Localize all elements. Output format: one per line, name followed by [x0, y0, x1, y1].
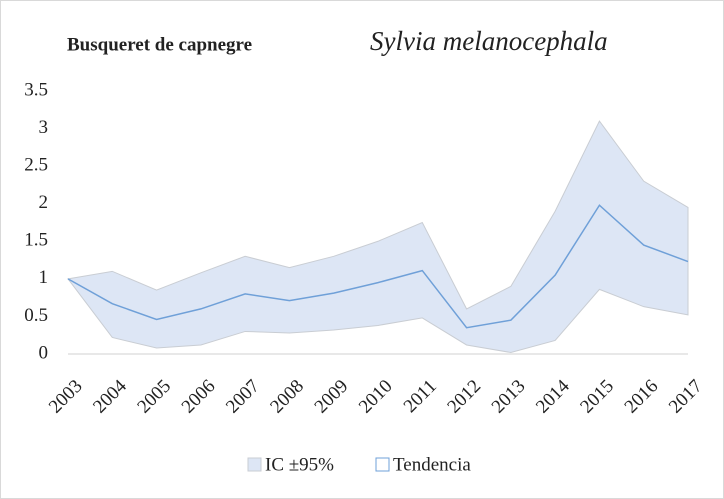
legend-swatch — [247, 457, 262, 472]
legend-label: Tendencia — [393, 454, 471, 475]
trend-line — [67, 204, 689, 329]
chart-title: Busqueret de capnegre — [67, 34, 252, 55]
y-tick-label: 2 — [39, 192, 49, 213]
y-tick-label: 0.5 — [24, 305, 48, 326]
chart-subtitle: Sylvia melanocephala — [370, 26, 608, 56]
y-tick-label: 0 — [39, 342, 49, 363]
y-tick-label: 1.5 — [24, 230, 48, 251]
legend-label: IC ±95% — [265, 454, 334, 475]
y-tick-label: 3 — [39, 117, 49, 138]
legend-swatch — [375, 457, 390, 472]
y-tick-label: 2.5 — [24, 155, 48, 176]
y-tick-label: 3.5 — [24, 79, 48, 100]
y-tick-label: 1 — [39, 267, 49, 288]
